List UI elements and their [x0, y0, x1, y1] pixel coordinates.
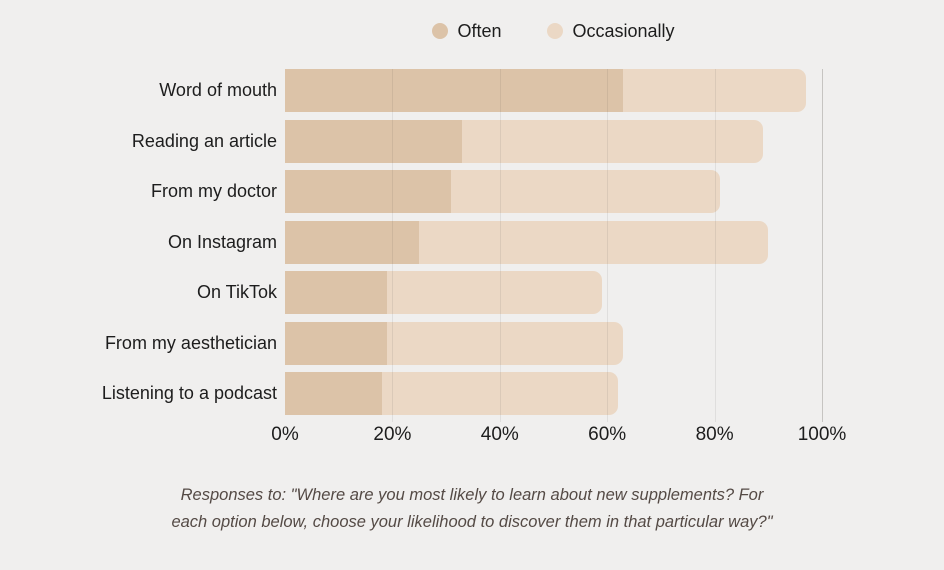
legend-item: Occasionally	[547, 20, 675, 42]
bar-segment-often	[285, 372, 382, 415]
gridline	[499, 69, 501, 422]
legend-label: Often	[457, 20, 502, 41]
category-label: Reading an article	[131, 130, 277, 151]
category-label: On Instagram	[167, 231, 277, 252]
bar-segment-often	[285, 321, 388, 365]
category-label: From my doctor	[150, 181, 277, 201]
bar-row	[285, 321, 822, 365]
category-label: On TikTok	[196, 282, 277, 302]
bar-row	[285, 69, 822, 112]
legend-label: Occasionally	[572, 20, 675, 41]
legend-dot-icon	[547, 23, 564, 39]
legend-item: Often	[432, 21, 501, 42]
x-tick-label: 20%	[373, 424, 412, 445]
bar-segment-often	[285, 119, 463, 163]
category-label: Listening to a podcast	[101, 383, 277, 403]
chart-caption: Responses to: "Where are you most likely…	[171, 486, 773, 531]
bars-container	[285, 69, 822, 415]
gridline	[714, 69, 716, 422]
bar-segment-often	[285, 170, 452, 213]
bar-segment-occasionally	[387, 271, 602, 314]
x-axis-tick-labels: 0% 20% 40% 60% 80% 100%	[271, 424, 846, 450]
category-axis-labels: Word of mouth Reading an article From my d…	[0, 69, 277, 415]
x-tick-label: 0%	[271, 424, 299, 445]
gridline	[822, 69, 823, 422]
legend-dot-icon	[432, 23, 449, 39]
category-label: Word of mouth	[159, 80, 277, 100]
x-tick-label: 60%	[588, 424, 627, 445]
bar-segment-occasionally	[381, 372, 618, 415]
bar-segment-occasionally	[462, 119, 763, 163]
bar-segment-occasionally	[387, 321, 624, 365]
bar-row	[285, 220, 822, 264]
bar-row	[285, 271, 822, 314]
bar-segment-occasionally	[419, 220, 769, 264]
plot-area	[285, 69, 823, 422]
bar-row	[285, 119, 822, 163]
bar-row	[285, 372, 822, 415]
bar-segment-occasionally	[623, 69, 806, 112]
x-tick-label: 40%	[480, 424, 519, 445]
bar-segment-often	[285, 69, 624, 112]
bar-segment-occasionally	[451, 170, 720, 213]
x-tick-label: 100%	[797, 424, 847, 445]
gridline	[392, 69, 394, 422]
category-label: From my aesthetician	[104, 332, 277, 353]
x-tick-label: 80%	[695, 424, 734, 445]
gridline	[607, 69, 609, 422]
chart-legend: Often Occasionally	[285, 16, 822, 46]
bar-segment-often	[285, 271, 388, 314]
bar-row	[285, 170, 822, 213]
bar-segment-often	[285, 220, 420, 264]
